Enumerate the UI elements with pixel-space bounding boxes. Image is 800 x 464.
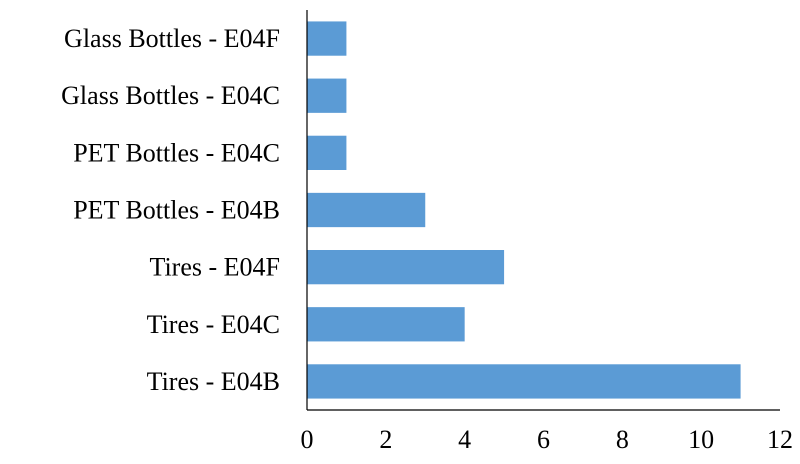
bar: [307, 307, 465, 342]
bar: [307, 364, 741, 399]
category-label: PET Bottles - E04B: [73, 196, 280, 225]
bar: [307, 250, 505, 285]
bars-group: [307, 21, 741, 399]
x-tick-label: 4: [458, 425, 471, 454]
category-label: Tires - E04F: [149, 253, 280, 282]
x-tick-label: 2: [379, 425, 392, 454]
x-tick-label: 8: [616, 425, 629, 454]
bar: [307, 21, 347, 56]
x-tick-label: 10: [688, 425, 714, 454]
bar: [307, 135, 347, 170]
x-tick-label: 6: [537, 425, 550, 454]
category-label: Glass Bottles - E04F: [64, 24, 280, 53]
x-tick-label: 12: [767, 425, 793, 454]
category-label: Tires - E04B: [147, 367, 280, 396]
category-label: Glass Bottles - E04C: [61, 81, 280, 110]
bar: [307, 78, 347, 113]
x-tick-labels: 0 2 4 6 8 10 12: [301, 425, 794, 454]
x-tick-label: 0: [301, 425, 314, 454]
bar: [307, 192, 426, 228]
category-labels: Glass Bottles - E04F Glass Bottles - E04C…: [61, 24, 280, 396]
category-label: Tires - E04C: [147, 310, 280, 339]
category-label: PET Bottles - E04C: [73, 138, 280, 167]
